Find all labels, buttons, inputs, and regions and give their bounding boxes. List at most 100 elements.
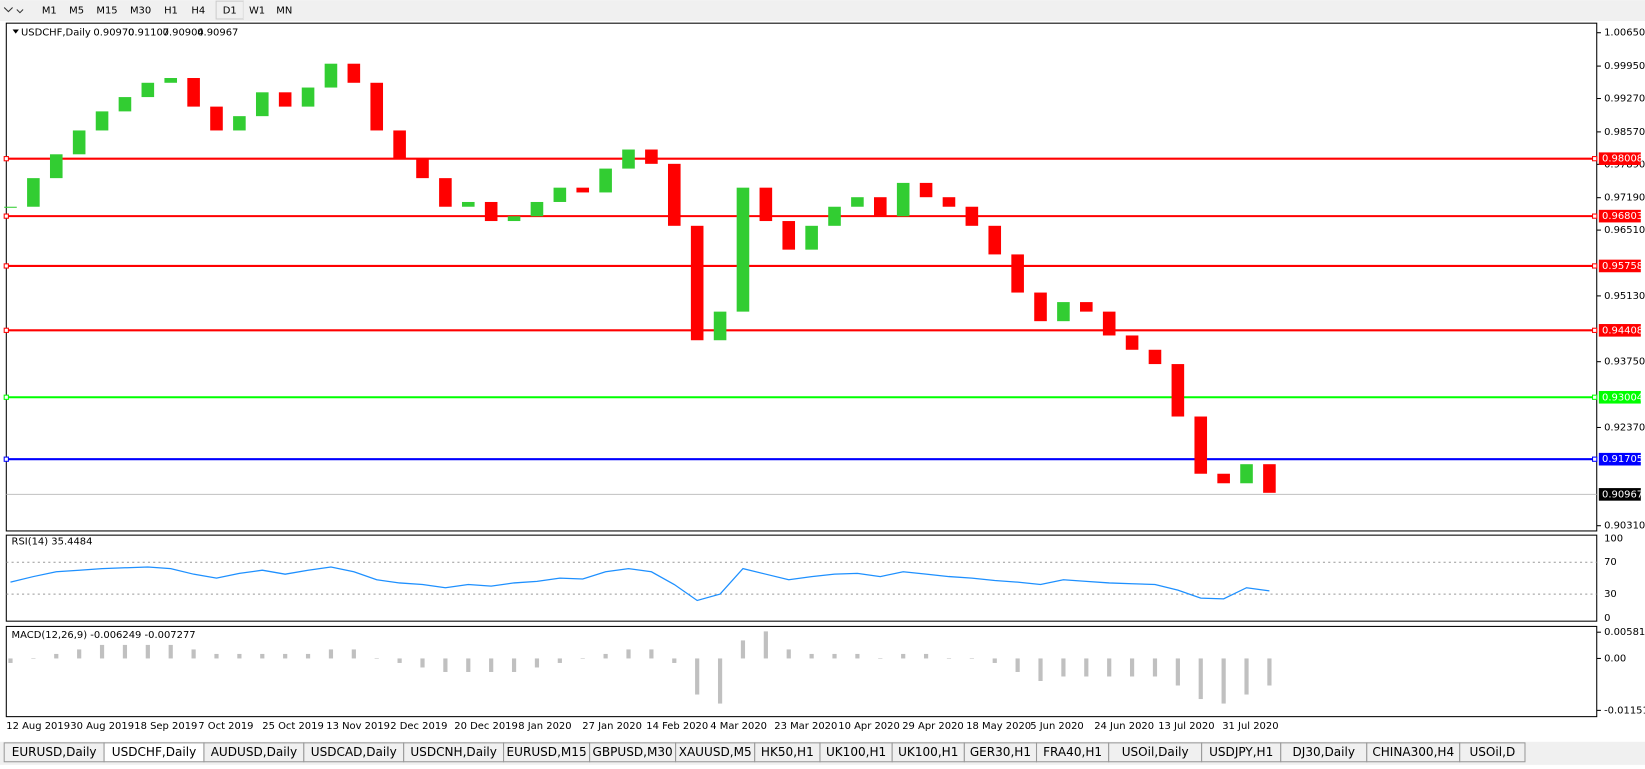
level-handle[interactable] bbox=[1592, 394, 1598, 400]
tab-label[interactable]: UK100,H1 bbox=[898, 745, 958, 759]
timeframe-button[interactable] bbox=[184, 1, 212, 19]
macd-bar bbox=[283, 653, 288, 659]
rsi-title: RSI(14) 35.4484 bbox=[12, 536, 93, 547]
timeframe-label[interactable]: M15 bbox=[96, 6, 117, 17]
candle bbox=[370, 82, 384, 131]
tab-label[interactable]: XAUUSD,M5 bbox=[679, 745, 752, 759]
timeframe-label[interactable]: D1 bbox=[223, 6, 237, 17]
timeframe-label[interactable]: M1 bbox=[42, 6, 57, 17]
macd-bar bbox=[809, 653, 814, 659]
macd-bar bbox=[1267, 658, 1272, 686]
macd-bar bbox=[580, 658, 585, 659]
level-handle[interactable] bbox=[1592, 156, 1598, 162]
macd-bar bbox=[557, 658, 562, 663]
level-box bbox=[1598, 390, 1641, 404]
x-tick-label: 18 May 2020 bbox=[966, 721, 1031, 732]
timeframe-button[interactable] bbox=[270, 1, 298, 19]
timeframe-button[interactable] bbox=[243, 1, 271, 19]
x-tick-label: 24 Jun 2020 bbox=[1094, 721, 1154, 732]
candle bbox=[805, 225, 818, 250]
toolbar-icon[interactable] bbox=[3, 7, 24, 14]
tab-label[interactable]: USDCNH,Daily bbox=[410, 745, 497, 759]
timeframe-button[interactable] bbox=[123, 1, 158, 19]
candle bbox=[782, 221, 796, 250]
macd-bar bbox=[901, 653, 906, 659]
candle bbox=[759, 187, 773, 222]
tab-label[interactable]: EURUSD,M15 bbox=[507, 745, 587, 759]
x-tick-label: 14 Feb 2020 bbox=[646, 721, 708, 732]
x-tick-label: 29 Apr 2020 bbox=[902, 721, 964, 732]
tab[interactable] bbox=[1459, 742, 1526, 763]
tab-label[interactable]: USDJPY,H1 bbox=[1209, 745, 1273, 759]
timeframe-label[interactable]: W1 bbox=[249, 6, 265, 17]
macd-bar bbox=[1015, 658, 1020, 672]
tab-label[interactable]: UK100,H1 bbox=[826, 745, 886, 759]
timeframe-label[interactable]: M5 bbox=[69, 6, 84, 17]
candle bbox=[1171, 364, 1185, 417]
timeframe-button[interactable] bbox=[90, 1, 124, 19]
collapse-icon[interactable] bbox=[12, 29, 19, 34]
macd-bar bbox=[191, 649, 196, 659]
tab-label[interactable]: CHINA300,H4 bbox=[1372, 745, 1454, 759]
x-tick-label: 13 Jul 2020 bbox=[1158, 721, 1214, 732]
ohlc-value: 0.91107 bbox=[128, 28, 169, 39]
candle bbox=[141, 82, 155, 98]
rsi-line bbox=[10, 566, 1270, 602]
tab-label[interactable]: FRA40,H1 bbox=[1043, 745, 1102, 759]
timeframe-label[interactable]: M30 bbox=[130, 6, 151, 17]
macd-bar bbox=[237, 653, 242, 659]
tab-label[interactable]: EURUSD,Daily bbox=[12, 745, 97, 759]
level-handle[interactable] bbox=[1592, 327, 1598, 333]
tab-label[interactable]: GBPUSD,M30 bbox=[593, 745, 673, 759]
candle bbox=[278, 92, 292, 107]
timeframe-button[interactable] bbox=[35, 1, 63, 19]
level-handle[interactable] bbox=[3, 327, 9, 333]
tab-label[interactable]: AUDUSD,Daily bbox=[211, 745, 297, 759]
timeframe-button[interactable] bbox=[62, 1, 91, 19]
x-tick-label: 30 Aug 2019 bbox=[70, 721, 134, 732]
level-handle[interactable] bbox=[1592, 263, 1598, 269]
tab-label[interactable]: USDCHF,Daily bbox=[112, 745, 196, 759]
x-tick-label: 12 Aug 2019 bbox=[6, 721, 70, 732]
tab-label[interactable]: USDCAD,Daily bbox=[311, 745, 397, 759]
timeframe-label[interactable]: MN bbox=[276, 6, 292, 17]
macd-panel bbox=[5, 625, 1598, 718]
macd-bar bbox=[534, 658, 540, 668]
macd-bar bbox=[786, 649, 791, 659]
macd-bar bbox=[603, 653, 608, 659]
tab-label[interactable]: GER30,H1 bbox=[970, 745, 1031, 759]
candle bbox=[461, 201, 475, 207]
macd-bar bbox=[489, 658, 494, 672]
tab-label[interactable]: HK50,H1 bbox=[761, 745, 814, 759]
candle bbox=[164, 78, 178, 83]
timeframe-label[interactable]: H4 bbox=[191, 6, 205, 17]
macd-bar bbox=[695, 658, 700, 695]
level-handle[interactable] bbox=[1592, 456, 1598, 462]
tab-label[interactable]: DJ30,Daily bbox=[1293, 745, 1355, 759]
level-handle[interactable] bbox=[3, 394, 9, 400]
candle bbox=[1217, 473, 1230, 484]
y-tick-label: 100 bbox=[1604, 533, 1623, 544]
candle bbox=[301, 87, 315, 107]
macd-bar bbox=[8, 658, 13, 663]
level-handle[interactable] bbox=[3, 213, 9, 219]
timeframe-label[interactable]: H1 bbox=[164, 6, 178, 17]
level-handle[interactable] bbox=[3, 156, 9, 162]
current-price-box bbox=[1598, 488, 1641, 501]
candle bbox=[553, 187, 567, 202]
toolbar bbox=[0, 0, 1645, 22]
y-tick-label: 0.99950 bbox=[1604, 61, 1645, 72]
level-handle[interactable] bbox=[3, 456, 9, 462]
y-tick-label: 0.95130 bbox=[1604, 291, 1645, 302]
timeframe-button[interactable] bbox=[157, 1, 185, 19]
level-handle[interactable] bbox=[3, 263, 9, 269]
level-handle[interactable] bbox=[1592, 213, 1598, 219]
candle bbox=[1011, 254, 1024, 293]
tab-label[interactable]: USOil,Daily bbox=[1122, 745, 1189, 759]
candle bbox=[874, 197, 887, 217]
candle bbox=[49, 154, 63, 179]
y-tick-label: 0.99270 bbox=[1604, 94, 1645, 105]
tab-label[interactable]: USOil,D bbox=[1469, 745, 1515, 759]
y-tick-label: -0.011514 bbox=[1604, 705, 1645, 716]
x-tick-label: 13 Nov 2019 bbox=[326, 721, 390, 732]
